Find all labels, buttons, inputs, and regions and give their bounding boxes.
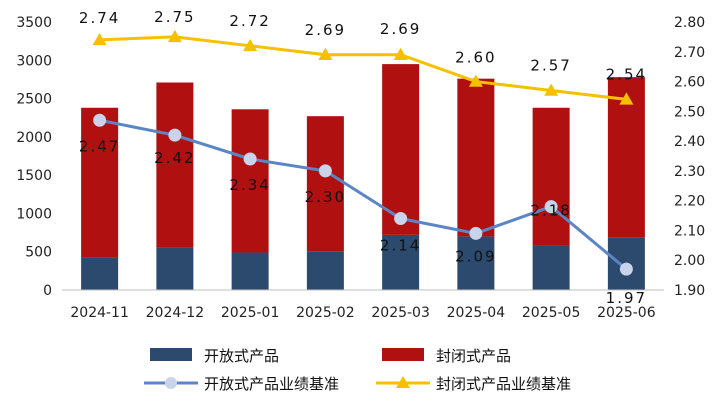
point-closed-benchmark [243, 38, 258, 52]
y-right-tick-label: 2.10 [674, 223, 705, 239]
x-tick-label: 2024-11 [70, 305, 129, 321]
x-tick-label: 2025-03 [371, 305, 430, 321]
bar-open-product [231, 252, 269, 290]
data-label-closed-benchmark: 2.69 [380, 20, 421, 38]
bar-closed-product [306, 116, 344, 252]
point-closed-benchmark [167, 29, 182, 43]
data-label-closed-benchmark: 2.57 [530, 56, 571, 74]
x-tick-label: 2025-04 [447, 305, 506, 321]
legend-marker [165, 377, 177, 389]
legend-marker [396, 376, 410, 388]
bar-closed-product [156, 82, 194, 248]
point-closed-benchmark [318, 47, 333, 61]
y-right-tick-label: 2.40 [674, 134, 705, 150]
y-right-tick-label: 2.80 [674, 15, 705, 31]
data-label-open-benchmark: 2.18 [530, 202, 571, 220]
y-left-tick-label: 0 [43, 283, 52, 299]
legend-label: 封闭式产品 [436, 347, 511, 365]
bar-open-product [306, 251, 344, 290]
bar-closed-product [382, 64, 420, 235]
bar-closed-product [532, 107, 570, 246]
point-closed-benchmark [393, 47, 408, 61]
bar-closed-product [457, 78, 495, 237]
bar-open-product [81, 257, 119, 290]
point-open-benchmark [544, 200, 558, 214]
data-label-closed-benchmark: 2.75 [154, 8, 195, 26]
data-label-open-benchmark: 2.47 [79, 137, 120, 155]
point-open-benchmark [469, 226, 483, 240]
y-right-tick-label: 2.60 [674, 75, 705, 91]
x-tick-label: 2025-01 [221, 305, 280, 321]
y-left-tick-label: 2500 [16, 92, 52, 108]
legend-label: 开放式产品业绩基准 [204, 375, 339, 393]
bar-open-product [457, 236, 495, 290]
point-open-benchmark [93, 113, 107, 127]
bar-closed-product [231, 109, 269, 253]
point-closed-benchmark [92, 32, 107, 46]
data-label-open-benchmark: 2.34 [229, 176, 270, 194]
point-open-benchmark [394, 212, 408, 226]
data-label-closed-benchmark: 2.69 [305, 21, 346, 39]
y-right-tick-label: 1.90 [674, 283, 705, 299]
x-tick-label: 2025-02 [296, 305, 355, 321]
point-open-benchmark [619, 262, 633, 276]
y-left-tick-label: 2000 [16, 130, 52, 146]
bar-closed-product [81, 107, 119, 258]
x-tick-label: 2025-05 [522, 305, 581, 321]
y-left-tick-label: 3500 [16, 15, 52, 31]
bar-open-product [156, 247, 194, 290]
legend-swatch [382, 348, 424, 361]
x-tick-label: 2025-06 [597, 305, 656, 321]
y-right-tick-label: 2.30 [674, 164, 705, 180]
point-closed-benchmark [544, 83, 559, 96]
point-closed-benchmark [619, 92, 634, 105]
legend-label: 封闭式产品业绩基准 [436, 375, 571, 393]
point-open-benchmark [318, 164, 332, 178]
data-label-closed-benchmark: 2.60 [455, 49, 496, 67]
y-left-tick-label: 500 [25, 245, 52, 261]
y-left-tick-label: 1500 [16, 168, 52, 184]
line-closed-benchmark [99, 35, 627, 101]
data-label-open-benchmark: 2.09 [455, 247, 496, 265]
x-tick-label: 2024-12 [146, 305, 205, 321]
data-label-closed-benchmark: 2.74 [79, 9, 120, 27]
y-right-tick-label: 2.70 [674, 45, 705, 61]
y-right-tick-label: 2.50 [674, 104, 705, 120]
legend-label: 开放式产品 [204, 347, 279, 365]
point-closed-benchmark [468, 74, 483, 87]
y-right-tick-label: 2.00 [674, 253, 705, 269]
y-right-tick-label: 2.20 [674, 194, 705, 210]
data-label-closed-benchmark: 2.72 [229, 12, 270, 30]
data-label-open-benchmark: 1.97 [606, 289, 647, 307]
bar-open-product [382, 234, 420, 290]
data-label-closed-benchmark: 2.54 [606, 65, 647, 83]
point-open-benchmark [243, 152, 257, 166]
data-label-open-benchmark: 2.14 [380, 237, 421, 255]
legend-swatch [150, 348, 192, 361]
data-label-open-benchmark: 2.30 [305, 188, 346, 206]
y-left-tick-label: 3000 [16, 53, 52, 69]
point-open-benchmark [168, 128, 182, 142]
y-left-tick-label: 1000 [16, 206, 52, 222]
line-open-benchmark [99, 118, 628, 271]
data-label-open-benchmark: 2.42 [154, 149, 195, 167]
bar-open-product [532, 245, 570, 290]
